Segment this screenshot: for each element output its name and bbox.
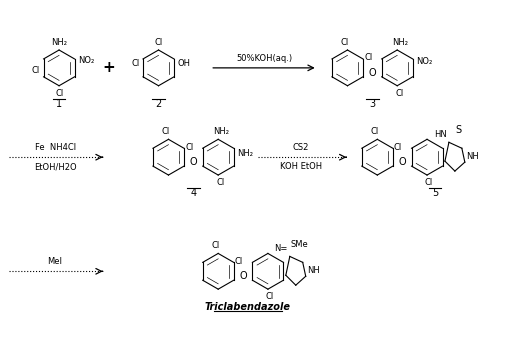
Text: Cl: Cl [211, 241, 219, 251]
Text: Triclabendazole: Triclabendazole [205, 302, 290, 312]
Text: Fe  NH4Cl: Fe NH4Cl [34, 143, 76, 152]
Text: CS2: CS2 [292, 143, 309, 152]
Text: Cl: Cl [216, 178, 224, 187]
Text: Cl: Cl [265, 292, 274, 301]
Text: 2: 2 [155, 98, 161, 109]
Text: Cl: Cl [185, 143, 193, 152]
Text: O: O [397, 157, 405, 167]
Text: Cl: Cl [131, 59, 139, 68]
Text: Cl: Cl [364, 54, 372, 63]
Text: O: O [189, 157, 197, 167]
Text: KOH EtOH: KOH EtOH [279, 162, 321, 171]
Text: 50%KOH(aq.): 50%KOH(aq.) [235, 54, 291, 63]
Text: Cl: Cl [424, 178, 432, 187]
Text: Cl: Cl [154, 38, 162, 47]
Text: Cl: Cl [340, 38, 348, 47]
Text: Cl: Cl [161, 127, 169, 136]
Text: 3: 3 [369, 98, 375, 109]
Text: Cl: Cl [56, 89, 64, 98]
Text: NH₂: NH₂ [213, 127, 229, 136]
Text: NH: NH [306, 266, 319, 275]
Text: O: O [239, 271, 246, 281]
Text: OH: OH [177, 59, 190, 68]
Text: SMe: SMe [290, 240, 308, 249]
Text: NO₂: NO₂ [415, 58, 431, 66]
Text: S: S [455, 125, 461, 135]
Text: Cl: Cl [392, 143, 400, 152]
Text: NH₂: NH₂ [391, 38, 408, 47]
Text: Cl: Cl [234, 257, 242, 266]
Text: NH₂: NH₂ [51, 38, 67, 47]
Text: MeI: MeI [47, 257, 63, 266]
Text: 1: 1 [56, 98, 62, 109]
Text: Cl: Cl [32, 66, 40, 75]
Text: Cl: Cl [370, 127, 378, 136]
Text: NH₂: NH₂ [237, 149, 252, 158]
Text: HN: HN [433, 130, 446, 139]
Text: +: + [102, 60, 115, 75]
Text: NH: NH [465, 152, 478, 161]
Text: 4: 4 [190, 188, 196, 198]
Text: N=: N= [274, 244, 287, 253]
Text: 5: 5 [431, 188, 437, 198]
Text: O: O [368, 68, 375, 78]
Text: EtOH/H2O: EtOH/H2O [34, 162, 76, 171]
Text: Cl: Cl [394, 89, 402, 98]
Text: NO₂: NO₂ [78, 56, 94, 66]
